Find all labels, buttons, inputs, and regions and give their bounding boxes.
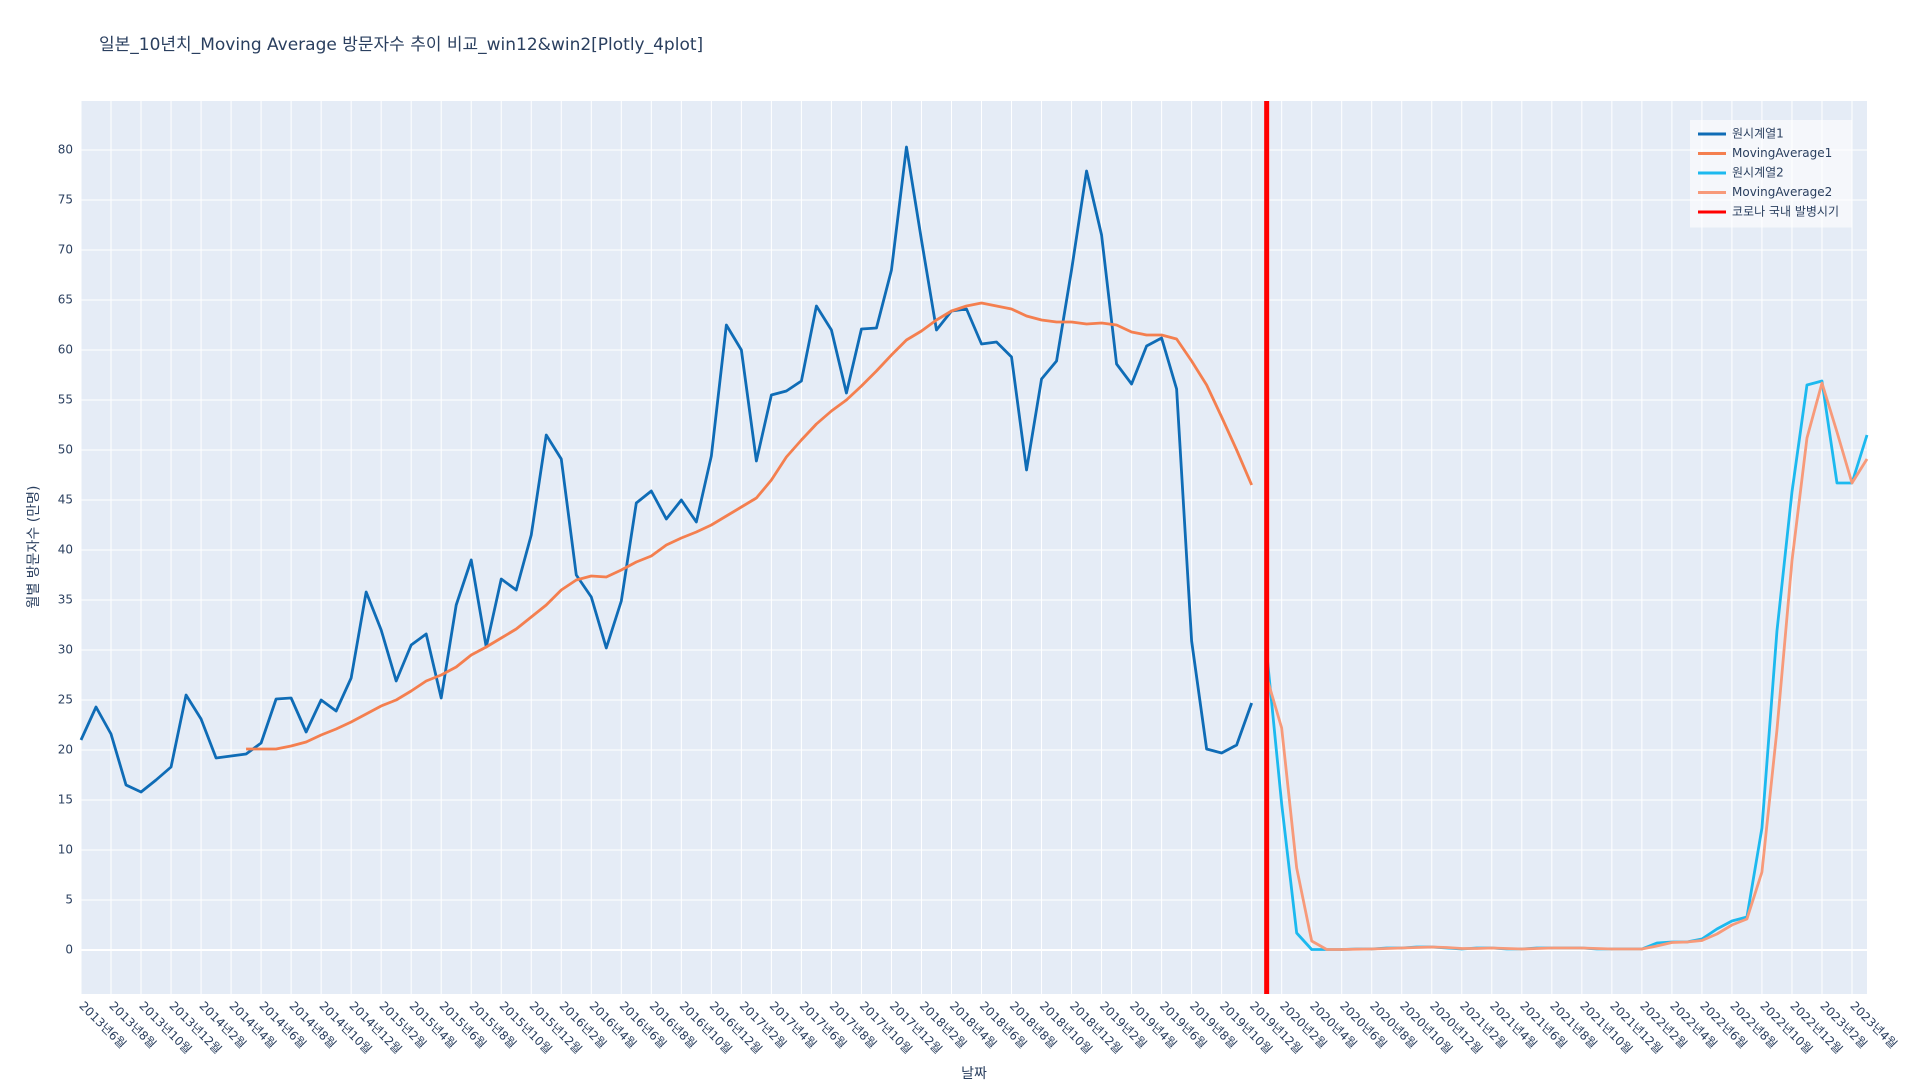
y-tick-label: 40 <box>58 543 73 557</box>
legend: 원시계열1 MovingAverage1 원시계열2 MovingAverage2 코로… <box>1690 120 1852 228</box>
legend-label: MovingAverage2 <box>1732 185 1832 199</box>
y-tick-label: 60 <box>58 343 73 357</box>
plot-area <box>81 101 1867 994</box>
y-tick-label: 30 <box>58 643 73 657</box>
legend-label: MovingAverage1 <box>1732 146 1832 160</box>
y-tick-label: 0 <box>65 943 73 957</box>
y-tick-label: 55 <box>58 393 73 407</box>
legend-label: 코로나 국내 발병시기 <box>1732 205 1839 219</box>
series-line <box>1265 381 1869 951</box>
y-tick-label: 15 <box>58 793 73 807</box>
legend-label: 원시계열1 <box>1732 127 1784 141</box>
y-tick-label: 65 <box>58 293 73 307</box>
x-axis-title: 날짜 <box>961 1066 987 1080</box>
chart-title: 일본_10년치_Moving Average 방문자수 추이 비교_win12&… <box>99 35 703 55</box>
y-tick-label: 75 <box>58 193 73 207</box>
series-line <box>79 145 1253 794</box>
y-tick-label: 50 <box>58 443 73 457</box>
y-tick-label: 25 <box>58 693 73 707</box>
y-tick-label: 70 <box>58 243 73 257</box>
y-tick-label: 20 <box>58 743 73 757</box>
y-tick-label: 80 <box>58 143 73 157</box>
y-tick-label: 45 <box>58 493 73 507</box>
y-axis-title: 월별 방문자수 (만명) <box>26 486 42 609</box>
y-tick-label: 10 <box>58 843 73 857</box>
legend-label: 원시계열2 <box>1732 166 1784 180</box>
series-line <box>246 301 1253 751</box>
y-tick-label: 5 <box>65 893 73 907</box>
y-tick-label: 35 <box>58 593 73 607</box>
